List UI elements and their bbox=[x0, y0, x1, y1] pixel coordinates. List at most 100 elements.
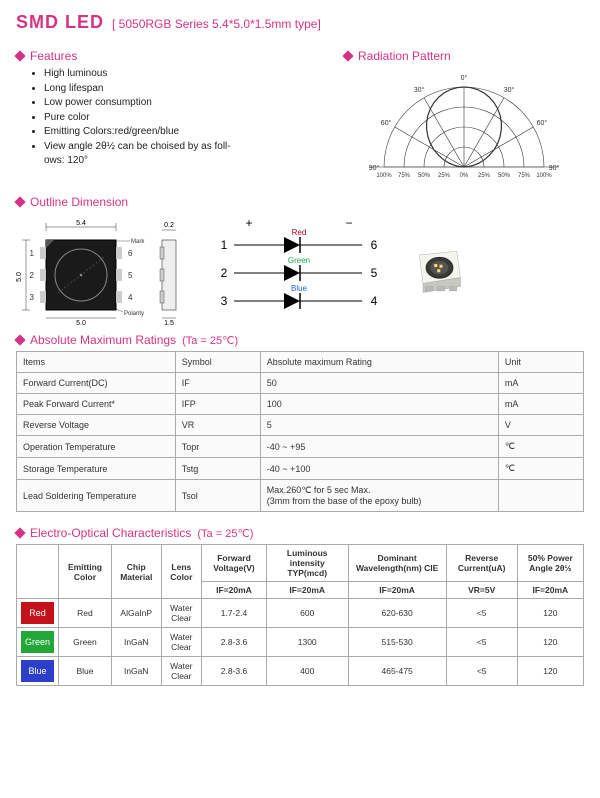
diamond-icon bbox=[342, 50, 353, 61]
feature-item: High luminous bbox=[44, 67, 336, 82]
iv: 600 bbox=[266, 599, 348, 628]
table-row: BlueBlueInGaNWater Clear2.8-3.6400465-47… bbox=[17, 657, 584, 686]
radiation-pattern-chart: 90°60°30°0°30°60°90°100%75%50%25%0%25%50… bbox=[349, 67, 579, 187]
svg-text:0°: 0° bbox=[461, 74, 468, 82]
table-header: Absolute maximum Rating bbox=[260, 352, 498, 373]
svg-text:100%: 100% bbox=[536, 173, 552, 179]
table-cell: VR bbox=[175, 415, 260, 436]
svg-text:90°: 90° bbox=[549, 164, 560, 172]
table-row: Operation TemperatureTopr-40 ~ +95℃ bbox=[17, 436, 584, 458]
color-swatch: Blue bbox=[17, 657, 59, 686]
table-cell: Max.260℃ for 5 sec Max.(3mm from the bas… bbox=[260, 480, 498, 512]
features-title: Features bbox=[30, 49, 77, 63]
table-cell: IF bbox=[175, 373, 260, 394]
svg-text:4: 4 bbox=[128, 293, 133, 302]
table-row: Forward Current(DC)IF50mA bbox=[17, 373, 584, 394]
svg-text:Mark Black: Mark Black bbox=[131, 239, 146, 245]
svg-text:Green: Green bbox=[288, 256, 310, 265]
table-header: Lens Color bbox=[161, 545, 201, 599]
table-subheader: IF=20mA bbox=[517, 582, 583, 599]
table-header: 50% Power Angle 2θ½ bbox=[517, 545, 583, 582]
svg-text:90°: 90° bbox=[369, 164, 380, 172]
feature-item: Pure color bbox=[44, 111, 336, 126]
outline-row: 1625345.45.05.0Mark BlackPolarity mark 0… bbox=[16, 215, 584, 325]
svg-text:5: 5 bbox=[371, 266, 378, 280]
outline-side-view: 0.21.5 bbox=[150, 215, 200, 325]
radiation-header: Radiation Pattern bbox=[344, 49, 584, 63]
svg-text:100%: 100% bbox=[376, 173, 392, 179]
table-header: Luminous intensity TYP(mcd) bbox=[266, 545, 348, 582]
ir: <5 bbox=[446, 599, 517, 628]
table-cell: Tsol bbox=[175, 480, 260, 512]
svg-text:0.2: 0.2 bbox=[164, 222, 174, 229]
table-header: Emitting Color bbox=[59, 545, 112, 599]
svg-text:6: 6 bbox=[371, 238, 378, 252]
diamond-icon bbox=[14, 50, 25, 61]
table-subheader: IF=20mA bbox=[348, 582, 446, 599]
table-cell: Storage Temperature bbox=[17, 458, 176, 480]
table-subheader: VR=5V bbox=[446, 582, 517, 599]
ratings-header: Absolute Maximum Ratings (Ta = 25℃) bbox=[16, 333, 584, 347]
table-header: Items bbox=[17, 352, 176, 373]
iv: 400 bbox=[266, 657, 348, 686]
svg-text:2: 2 bbox=[30, 271, 35, 280]
table-cell: mA bbox=[498, 373, 583, 394]
chip-material: AlGaInP bbox=[111, 599, 161, 628]
angle: 120 bbox=[517, 657, 583, 686]
svg-text:5.0: 5.0 bbox=[76, 320, 86, 325]
emitting-color: Green bbox=[59, 628, 112, 657]
svg-text:25%: 25% bbox=[438, 173, 451, 179]
features-block: Features High luminousLong lifespanLow p… bbox=[16, 41, 336, 187]
table-cell: Peak Forward Current* bbox=[17, 394, 176, 415]
chip-material: InGaN bbox=[111, 657, 161, 686]
table-cell: Tstg bbox=[175, 458, 260, 480]
wavelength: 465-475 bbox=[348, 657, 446, 686]
svg-text:Red: Red bbox=[292, 228, 307, 237]
svg-text:75%: 75% bbox=[398, 173, 411, 179]
table-cell: ℃ bbox=[498, 458, 583, 480]
svg-text:1: 1 bbox=[221, 238, 228, 252]
table-header: Unit bbox=[498, 352, 583, 373]
electro-title: Electro-Optical Characteristics bbox=[30, 526, 191, 540]
table-header: Symbol bbox=[175, 352, 260, 373]
table-row: RedRedAlGaInPWater Clear1.7-2.4600620-63… bbox=[17, 599, 584, 628]
electro-header: Electro-Optical Characteristics (Ta = 25… bbox=[16, 526, 584, 540]
lens-color: Water Clear bbox=[161, 657, 201, 686]
features-list: High luminousLong lifespanLow power cons… bbox=[16, 67, 336, 169]
table-row: Peak Forward Current*IFP100mA bbox=[17, 394, 584, 415]
ratings-table: ItemsSymbolAbsolute maximum RatingUnitFo… bbox=[16, 351, 584, 512]
table-subheader: IF=20mA bbox=[202, 582, 267, 599]
feature-item: Low power consumption bbox=[44, 96, 336, 111]
table-cell: 50 bbox=[260, 373, 498, 394]
svg-text:30°: 30° bbox=[504, 86, 515, 94]
table-cell: Lead Soldering Temperature bbox=[17, 480, 176, 512]
top-row: Features High luminousLong lifespanLow p… bbox=[16, 41, 584, 187]
ir: <5 bbox=[446, 628, 517, 657]
table-header: Dominant Wavelength(nm) CIE bbox=[348, 545, 446, 582]
radiation-title: Radiation Pattern bbox=[358, 49, 451, 63]
svg-text:6: 6 bbox=[128, 249, 133, 258]
diamond-icon bbox=[14, 527, 25, 538]
feature-item: Emitting Colors:red/green/blue bbox=[44, 125, 336, 140]
table-subheader: IF=20mA bbox=[266, 582, 348, 599]
svg-text:Blue: Blue bbox=[291, 284, 308, 293]
ir: <5 bbox=[446, 657, 517, 686]
table-cell: V bbox=[498, 415, 583, 436]
angle: 120 bbox=[517, 599, 583, 628]
svg-text:5: 5 bbox=[128, 271, 133, 280]
table-header: Reverse Current(uA) bbox=[446, 545, 517, 582]
outline-top-view: 1625345.45.05.0Mark BlackPolarity mark bbox=[16, 215, 146, 325]
feature-item: Long lifespan bbox=[44, 82, 336, 97]
outline-header: Outline Dimension bbox=[16, 195, 584, 209]
chip-material: InGaN bbox=[111, 628, 161, 657]
subtitle: [ 5050RGB Series 5.4*5.0*1.5mm type] bbox=[112, 17, 321, 31]
table-row: Lead Soldering TemperatureTsolMax.260℃ f… bbox=[17, 480, 584, 512]
emitting-color: Blue bbox=[59, 657, 112, 686]
features-header: Features bbox=[16, 49, 336, 63]
color-swatch: Red bbox=[17, 599, 59, 628]
table-cell: -40 ~ +95 bbox=[260, 436, 498, 458]
table-header: Forward Voltage(V) bbox=[202, 545, 267, 582]
svg-text:30°: 30° bbox=[414, 86, 425, 94]
vf: 1.7-2.4 bbox=[202, 599, 267, 628]
svg-text:3: 3 bbox=[221, 294, 228, 308]
